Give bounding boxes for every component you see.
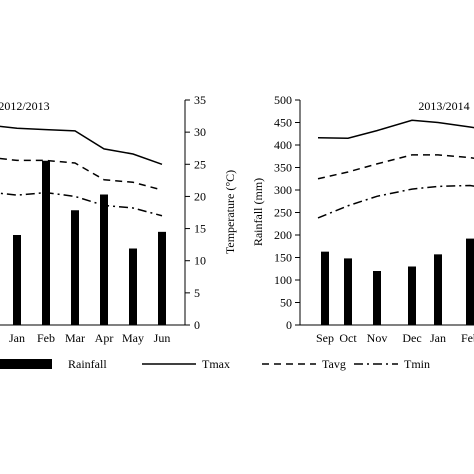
month-label-feb: Feb xyxy=(461,331,474,345)
temperature-tick-label: 15 xyxy=(194,222,206,236)
rainfall-tick-label: 500 xyxy=(274,93,292,107)
tmax-line xyxy=(0,125,163,165)
temperature-tick-label: 0 xyxy=(194,318,200,332)
month-label-apr: Apr xyxy=(95,331,114,345)
month-label-mar: Mar xyxy=(65,331,85,345)
rainfall-tick-label: 400 xyxy=(274,138,292,152)
legend-label-tmin: Tmin xyxy=(404,357,430,371)
rainfall-bar-sep xyxy=(321,251,329,325)
panel-title-2012-2013: 2012/2013 xyxy=(0,99,50,113)
month-label-oct: Oct xyxy=(339,331,357,345)
legend: Rainfall Tmax Tavg Tmin xyxy=(0,357,430,371)
panel-title-2013-2014: 2013/2014 xyxy=(418,99,469,113)
rainfall-tick-label: 0 xyxy=(286,318,292,332)
rainfall-tick-label: 450 xyxy=(274,116,292,130)
rainfall-axis-title: Rainfall (mm) xyxy=(251,178,265,246)
legend-swatch-rainfall xyxy=(0,359,52,369)
rainfall-bar-may xyxy=(129,248,137,325)
temperature-tick-label: 5 xyxy=(194,286,200,300)
legend-label-rainfall: Rainfall xyxy=(68,357,107,371)
rainfall-bar-oct xyxy=(344,258,352,325)
temperature-tick-label: 30 xyxy=(194,125,206,139)
rainfall-bar-dec xyxy=(408,266,416,325)
rainfall-tick-label: 50 xyxy=(280,296,292,310)
month-label-nov: Nov xyxy=(367,331,388,345)
rainfall-bar-apr xyxy=(100,194,108,325)
month-label-sep: Sep xyxy=(316,331,334,345)
rainfall-tick-label: 300 xyxy=(274,183,292,197)
legend-label-tavg: Tavg xyxy=(322,357,346,371)
rainfall-tick-label: 350 xyxy=(274,161,292,175)
rainfall-bar-nov xyxy=(373,271,381,325)
legend-label-tmax: Tmax xyxy=(202,357,230,371)
rainfall-bar-jun xyxy=(158,231,166,325)
tmin-line xyxy=(0,191,163,217)
month-label-jun: Jun xyxy=(154,331,171,345)
month-label-dec: Dec xyxy=(402,331,421,345)
rainfall-tick-label: 250 xyxy=(274,206,292,220)
tmin-line xyxy=(317,184,474,219)
panel-2012-2013: 2012/2013 Temperature (°C) 0 5 10 15 20 25 30 3… xyxy=(0,93,237,345)
rainfall-bar-feb xyxy=(42,160,50,325)
month-label-jan: Jan xyxy=(9,331,25,345)
tavg-line xyxy=(0,157,163,191)
panel-2013-2014: 2013/2014 Rainfall (mm) 0 50 100 150 200 250 3… xyxy=(251,93,474,345)
tmax-line xyxy=(317,119,474,140)
rainfall-tick-label: 150 xyxy=(274,251,292,265)
month-label-may: May xyxy=(122,331,144,345)
tavg-line xyxy=(317,154,474,180)
rainfall-tick-label: 100 xyxy=(274,273,292,287)
temperature-tick-label: 20 xyxy=(194,189,206,203)
temperature-tick-label: 10 xyxy=(194,254,206,268)
temperature-axis-title: Temperature (°C) xyxy=(223,170,237,254)
rainfall-bar-mar xyxy=(71,210,79,325)
temperature-tick-label: 25 xyxy=(194,157,206,171)
rainfall-bar-jan xyxy=(13,235,21,325)
month-label-feb: Feb xyxy=(37,331,55,345)
temperature-tick-label: 35 xyxy=(194,93,206,107)
rainfall-bar-feb xyxy=(466,238,474,325)
rainfall-bar-jan xyxy=(434,254,442,325)
month-label-jan: Jan xyxy=(430,331,446,345)
rainfall-tick-label: 200 xyxy=(274,228,292,242)
